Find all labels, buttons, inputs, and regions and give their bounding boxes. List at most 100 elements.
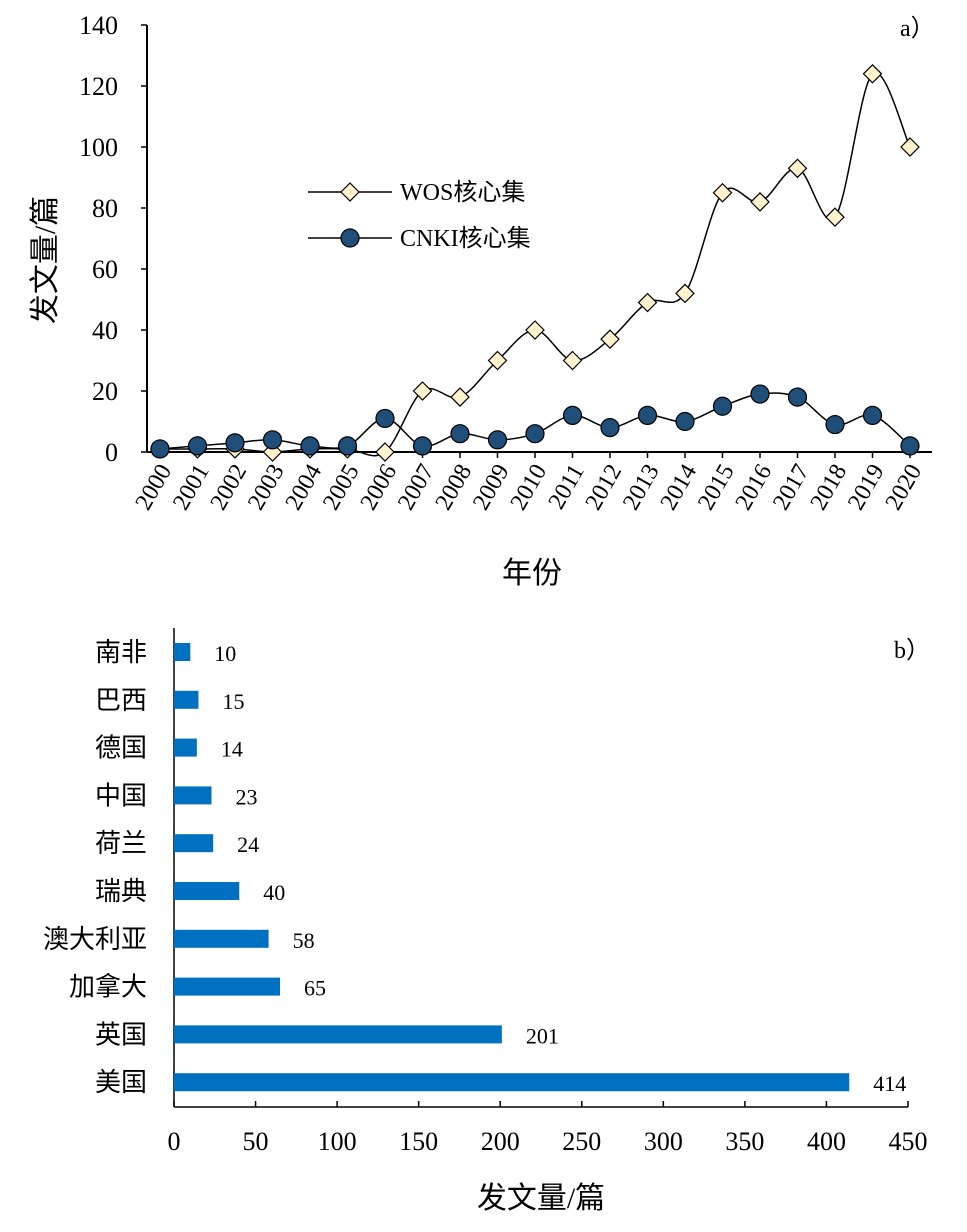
wos-point-2014 bbox=[675, 283, 695, 304]
chart-a-x-tick-label: 2000 bbox=[131, 460, 178, 515]
chart-a-y-tick-label: 60 bbox=[92, 255, 118, 284]
chart-a-x-tick-label: 2018 bbox=[806, 460, 853, 515]
cnki-point-2003 bbox=[262, 430, 283, 450]
chart-b-value-label: 10 bbox=[214, 641, 236, 666]
chart-a-x-tick-label: 2019 bbox=[843, 460, 890, 515]
bar-荷兰 bbox=[174, 834, 214, 853]
bar-英国 bbox=[174, 1025, 502, 1044]
wos-point-2012 bbox=[600, 329, 620, 349]
chart-a-x-tick-label: 2010 bbox=[506, 460, 553, 515]
chart-a-x-tick-label: 2014 bbox=[656, 460, 703, 515]
cnki-point-2010 bbox=[525, 424, 545, 444]
wos-point-2018 bbox=[825, 207, 845, 227]
bar-美国 bbox=[174, 1073, 850, 1092]
chart-a-x-tick-label: 2007 bbox=[393, 460, 440, 515]
cnki-point-2011 bbox=[562, 405, 583, 425]
bar-加拿大 bbox=[174, 977, 281, 996]
bar-巴西 bbox=[174, 690, 199, 709]
chart-a-y-tick-label: 100 bbox=[79, 133, 118, 162]
chart-b-category-label: 南非 bbox=[95, 638, 147, 667]
chart-a-x-tick-label: 2020 bbox=[881, 460, 928, 515]
cnki-point-2006 bbox=[375, 408, 395, 429]
legend-cnki-marker bbox=[340, 228, 360, 248]
bar-中国 bbox=[174, 786, 212, 805]
chart-a-x-tick-label: 2009 bbox=[468, 460, 515, 515]
chart-b-x-tick-label: 0 bbox=[168, 1127, 181, 1156]
cnki-point-2007 bbox=[412, 436, 433, 456]
chart-a-panel-label: a） bbox=[900, 16, 935, 42]
legend-wos-label: WOS核心集 bbox=[400, 179, 525, 206]
chart-a-x-axis-title: 年份 bbox=[502, 557, 562, 590]
chart-b-category-label: 中国 bbox=[95, 781, 147, 810]
wos-point-2007 bbox=[412, 381, 433, 401]
chart-b-category-label: 巴西 bbox=[95, 686, 147, 715]
cnki-point-2004 bbox=[300, 436, 320, 456]
chart-a-x-tick-label: 2006 bbox=[356, 460, 403, 515]
chart-a-y-tick-label: 0 bbox=[105, 438, 118, 467]
cnki-point-2020 bbox=[900, 436, 920, 456]
wos-point-2009 bbox=[487, 350, 508, 371]
chart-b-value-label: 14 bbox=[221, 737, 243, 762]
chart-b-category-label: 英国 bbox=[95, 1020, 147, 1049]
bar-德国 bbox=[174, 738, 197, 757]
chart-b-category-label: 澳大利亚 bbox=[43, 925, 147, 954]
chart-a-x-tick-label: 2003 bbox=[243, 460, 290, 515]
chart-a-y-tick-label: 40 bbox=[92, 316, 118, 345]
chart-a-x-tick-label: 2005 bbox=[318, 460, 365, 515]
chart-b-x-tick-label: 100 bbox=[318, 1127, 357, 1156]
legend-cnki-label: CNKI核心集 bbox=[400, 225, 531, 252]
chart-a-x-tick-label: 2002 bbox=[206, 460, 253, 515]
chart-b-x-tick-label: 450 bbox=[889, 1127, 928, 1156]
chart-b: 0 50 100 150 200 250 300 350 400 450 南非 10 巴西 15 德国 14… bbox=[43, 628, 930, 1215]
chart-b-value-label: 15 bbox=[222, 689, 244, 714]
cnki-point-2005 bbox=[337, 436, 358, 456]
chart-b-x-tick-label: 250 bbox=[562, 1127, 601, 1156]
cnki-point-2018 bbox=[825, 414, 845, 435]
chart-b-x-tick-label: 50 bbox=[243, 1127, 269, 1156]
chart-b-value-label: 201 bbox=[526, 1023, 559, 1048]
bar-瑞典 bbox=[174, 882, 240, 900]
cnki-point-2001 bbox=[187, 436, 208, 456]
chart-a-x-tick-label: 2016 bbox=[731, 460, 778, 515]
wos-series-line bbox=[160, 71, 911, 457]
wos-point-2016 bbox=[750, 192, 770, 212]
chart-b-panel-label: b） bbox=[894, 638, 930, 664]
chart-b-x-tick-label: 400 bbox=[807, 1127, 846, 1156]
chart-b-value-label: 414 bbox=[873, 1071, 906, 1096]
bar-南非 bbox=[174, 643, 191, 661]
chart-a-x-tick-label: 2011 bbox=[544, 460, 590, 514]
chart-b-x-axis-title: 发文量/篇 bbox=[477, 1182, 605, 1215]
cnki-point-2013 bbox=[637, 405, 658, 425]
wos-point-2017 bbox=[787, 158, 808, 179]
wos-point-2013 bbox=[637, 292, 658, 313]
chart-b-value-label: 58 bbox=[293, 928, 315, 953]
cnki-point-2019 bbox=[862, 405, 883, 425]
chart-b-value-label: 40 bbox=[263, 880, 285, 905]
chart-b-x-tick-label: 200 bbox=[481, 1127, 520, 1156]
wos-point-2019 bbox=[862, 63, 883, 84]
chart-b-value-label: 65 bbox=[304, 976, 326, 1001]
chart-a-x-tick-label: 2015 bbox=[693, 460, 740, 515]
chart-b-x-tick-label: 350 bbox=[725, 1127, 764, 1156]
cnki-point-2000 bbox=[150, 439, 170, 459]
chart-a-x-tick-label: 2004 bbox=[281, 460, 328, 515]
cnki-point-2015 bbox=[712, 396, 733, 416]
chart-b-category-label: 荷兰 bbox=[95, 829, 147, 858]
chart-b-category-label: 美国 bbox=[95, 1068, 147, 1097]
wos-point-2020 bbox=[900, 137, 920, 157]
wos-point-2011 bbox=[562, 350, 583, 371]
bar-澳大利亚 bbox=[174, 929, 269, 948]
wos-point-2008 bbox=[450, 387, 470, 407]
chart-b-category-label: 德国 bbox=[95, 734, 147, 763]
cnki-point-2016 bbox=[750, 384, 770, 404]
cnki-point-2009 bbox=[487, 430, 508, 450]
chart-b-x-tick-label: 150 bbox=[399, 1127, 438, 1156]
chart-a-y-tick-label: 140 bbox=[79, 11, 118, 40]
cnki-point-2008 bbox=[450, 424, 470, 444]
legend-wos-marker bbox=[340, 182, 360, 202]
cnki-point-2002 bbox=[225, 433, 245, 453]
chart-b-value-label: 24 bbox=[237, 832, 259, 857]
chart-a-x-tick-label: 2013 bbox=[618, 460, 665, 515]
